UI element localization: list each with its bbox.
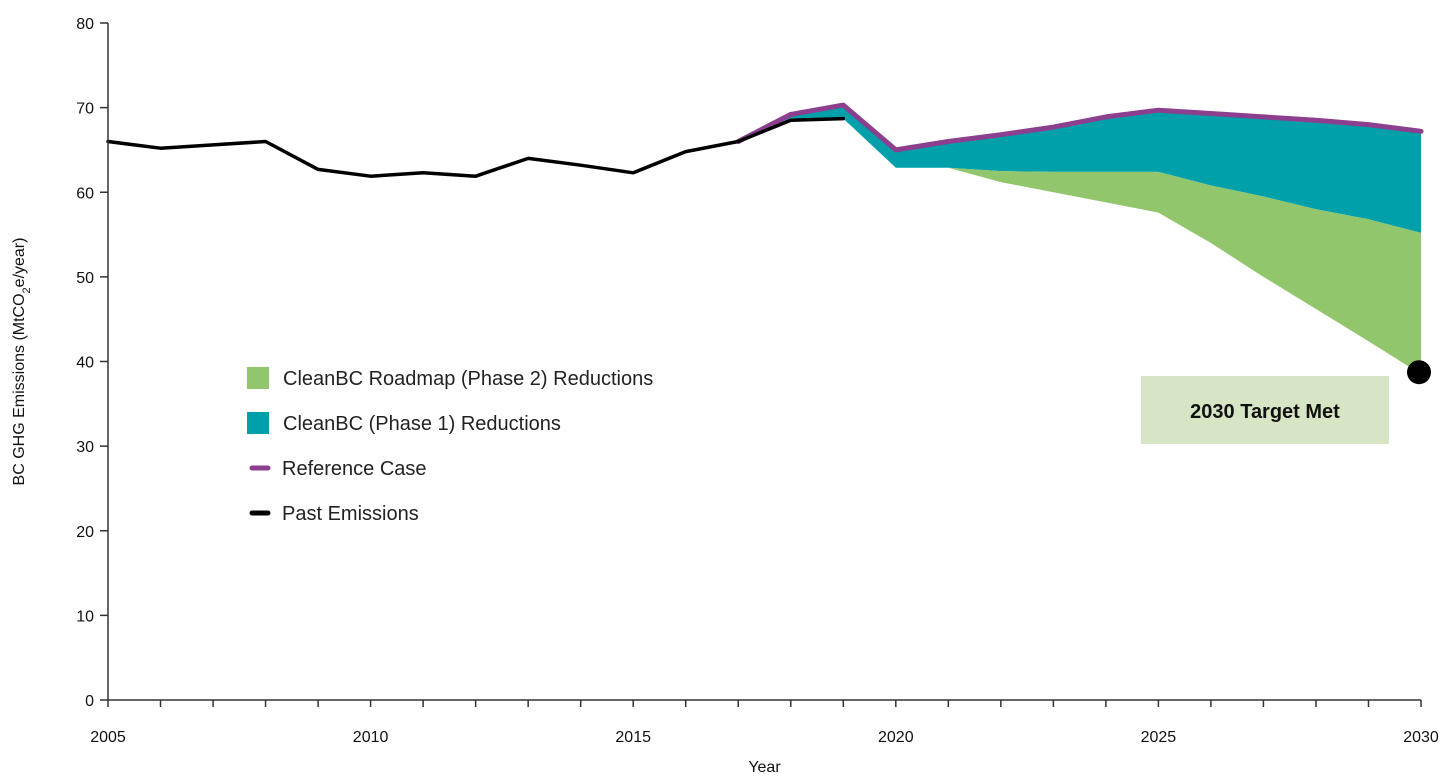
- x-tick-label: 2025: [1141, 729, 1177, 746]
- y-tick-label: 50: [76, 270, 94, 287]
- legend-item: Reference Case: [249, 458, 427, 480]
- y-ticks: 0 10 20 30 40 50 60 70 80: [76, 16, 108, 710]
- area-cleanbc-roadmap-phase-2-reductions: [895, 167, 1421, 375]
- x-tick-label: 2020: [878, 729, 914, 746]
- y-axis-title-subscript: 2: [21, 287, 33, 293]
- y-axis-title-main: BC GHG Emissions (MtCO: [11, 293, 28, 485]
- y-tick-label: 10: [76, 608, 94, 625]
- legend-item: CleanBC Roadmap (Phase 2) Reductions: [247, 367, 653, 390]
- x-axis-title: Year: [748, 759, 781, 776]
- target-box: [1141, 376, 1389, 444]
- legend-swatch: [247, 412, 269, 434]
- x-tick-label: 2010: [353, 729, 389, 746]
- line-layer: [106, 102, 1424, 178]
- y-axis-title-tail: e/year): [11, 238, 28, 288]
- y-tick-label: 80: [76, 16, 94, 33]
- legend-label: CleanBC (Phase 1) Reductions: [283, 413, 561, 435]
- y-tick-label: 20: [76, 524, 94, 541]
- y-tick-label: 40: [76, 355, 94, 372]
- target-annotation: 2030 Target Met: [1141, 360, 1431, 444]
- legend-label: Past Emissions: [282, 503, 419, 525]
- target-marker: [1407, 360, 1431, 385]
- legend-swatch: [247, 367, 269, 389]
- line-past-emissions: [106, 116, 846, 178]
- legend-label: Reference Case: [282, 458, 427, 480]
- target-label: 2030 Target Met: [1190, 401, 1340, 423]
- y-tick-label: 60: [76, 185, 94, 202]
- x-tick-label: 2030: [1403, 729, 1439, 746]
- y-tick-label: 0: [85, 693, 94, 710]
- y-tick-label: 70: [76, 101, 94, 118]
- x-tick-label: 2015: [615, 729, 651, 746]
- x-ticks: 2005 2010 2015 2020 2025 2030: [90, 700, 1439, 746]
- legend-label: CleanBC Roadmap (Phase 2) Reductions: [283, 368, 653, 390]
- y-axis-title: BC GHG Emissions (MtCO2e/year): [11, 238, 33, 486]
- area-cleanbc-phase-1-reductions: [738, 105, 1421, 233]
- legend-item: CleanBC (Phase 1) Reductions: [247, 412, 561, 435]
- area-layer: [738, 105, 1421, 375]
- legend: CleanBC Roadmap (Phase 2) Reductions Clea…: [247, 367, 653, 525]
- y-tick-label: 30: [76, 439, 94, 456]
- legend-item: Past Emissions: [249, 503, 419, 525]
- line-reference-case: [735, 102, 1424, 153]
- x-tick-label: 2005: [90, 729, 126, 746]
